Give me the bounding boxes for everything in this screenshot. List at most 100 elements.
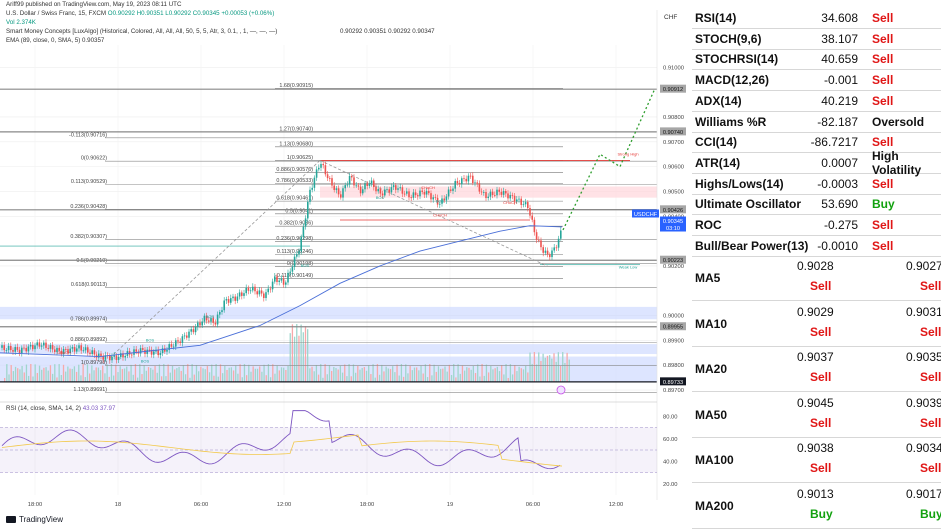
volume-bar (215, 364, 217, 382)
volume-bar (487, 372, 490, 382)
fib-label: 0(0.90198) (287, 261, 313, 267)
fib-label: 0.113(0.90529) (71, 179, 107, 185)
ma-exp-value: 0.9035 (906, 350, 941, 364)
ma-simple-action: Sell (810, 324, 832, 339)
volume-bar (507, 377, 509, 382)
volume-bar (280, 367, 283, 382)
smc-values: 0.90292 0.90351 0.90292 0.90347 (340, 28, 435, 35)
volume-bar (516, 371, 518, 382)
candle-body (417, 195, 419, 197)
volume-bar (396, 364, 398, 382)
candle-body (357, 185, 360, 187)
rsi-line[interactable]: RSI (14, close, SMA, 14, 2) 43.03 37.97 (6, 405, 115, 412)
volume-bar (263, 364, 265, 382)
candle-body (454, 181, 456, 189)
fib-label: -0.113(0.90716) (69, 132, 107, 138)
indicator-value: -0.001 (823, 73, 858, 88)
time-axis-label: 12:00 (277, 502, 292, 508)
indicator-action: Sell (872, 31, 894, 46)
rsi-axis-label: 40.00 (663, 459, 678, 465)
candle-body (172, 346, 175, 348)
candle-body (285, 282, 287, 285)
volume-bar (143, 365, 145, 382)
volume-bar (93, 370, 95, 382)
volume-bar (522, 369, 525, 382)
volume-bar (267, 364, 270, 382)
price-tag (660, 255, 686, 264)
volume-bar (418, 370, 420, 382)
ma-exp-value: 0.9031 (906, 304, 941, 319)
candle-body (111, 356, 113, 361)
candle-body (551, 250, 553, 258)
ma-name: MA20 (695, 362, 728, 376)
candle-body (337, 188, 340, 195)
time-axis-label: 19 (447, 502, 453, 508)
candle-body (293, 256, 296, 267)
volume-bar (374, 377, 376, 382)
ma-name: MA5 (695, 271, 721, 285)
fib-label: 1.13(0.89691) (73, 387, 107, 393)
indicator-name: MACD(12,26) (695, 73, 770, 88)
candle-body (38, 342, 41, 347)
volume-bar (553, 353, 555, 382)
tradingview-icon (6, 516, 16, 523)
volume-bar (339, 365, 342, 382)
volume-bar (463, 370, 466, 382)
volume-bar (237, 373, 239, 382)
candle-body (342, 188, 344, 198)
volume-bar (80, 375, 82, 382)
rsi-label: RSI (14, close, SMA, 14, 2) (6, 405, 81, 412)
candle-body (489, 191, 492, 197)
volume-bar (496, 366, 498, 382)
fib-label: 0.786(0.89974) (70, 317, 107, 323)
volume-bar (160, 376, 163, 382)
volume-bar (184, 374, 187, 382)
price-tag-label: 0.90912 (663, 87, 683, 93)
volume-bar (315, 364, 318, 382)
ma-exp-value: 0.9027 (906, 259, 941, 273)
volume-bar (317, 374, 320, 382)
indicator-row: ADX(14) 40.219 Sell (692, 91, 941, 112)
volume-bar (309, 368, 311, 382)
volume-bar (304, 326, 307, 382)
volume-bar (385, 366, 387, 382)
symbol-name[interactable]: U.S. Dollar / Swiss Franc, 15, FXCM (6, 10, 107, 17)
smc-line[interactable]: Smart Money Concepts [LuxAlgo] (Historic… (6, 28, 278, 35)
volume-bar (285, 369, 287, 382)
candle-body (381, 193, 384, 196)
volume-bar (117, 372, 119, 382)
volume-bar (145, 370, 147, 382)
price-chart[interactable]: 1.68(0.90915) 1.27(0.90740) 1.13(0.90680) 1… (0, 0, 686, 530)
candle-body (364, 183, 366, 190)
moving-average-row: MA50 0.9045 0.9039 Sell Sell (692, 393, 941, 438)
candle-body (553, 247, 555, 251)
fib-label: 0.886(0.89892) (70, 337, 107, 343)
candle-body (419, 190, 421, 197)
fib-label: 0.5(0.90210) (76, 258, 107, 264)
volume-bar (568, 359, 570, 382)
candle-body (5, 350, 8, 351)
volume-bar (433, 364, 435, 382)
volume-bar (169, 372, 171, 382)
volume-bar (139, 364, 141, 382)
candle-body (274, 276, 276, 282)
price-axis-label: 0.89900 (663, 338, 684, 344)
indicator-action: High Volatility (872, 148, 922, 177)
moving-average-row: MA100 0.9038 0.9034 Sell Sell (692, 438, 941, 483)
ma-simple-value: 0.9037 (797, 350, 834, 364)
ema-line[interactable]: EMA (89, close, 0, SMA, 5) 0.90357 (6, 37, 104, 44)
volume-bar (559, 365, 562, 382)
structure-label: Weak Low (619, 264, 638, 269)
candle-body (56, 347, 58, 353)
ma-exp-action: Sell (920, 415, 941, 430)
volume-bar (322, 377, 324, 382)
candle-body (100, 353, 102, 356)
volume-bar (287, 365, 289, 382)
candle-body (87, 347, 89, 353)
volume-bar (298, 335, 300, 382)
candle-body (21, 347, 23, 354)
chart-panel[interactable]: 1.68(0.90915) 1.27(0.90740) 1.13(0.90680) 1… (0, 0, 686, 530)
tradingview-logo[interactable]: TradingView (6, 515, 63, 524)
volume-bar (535, 364, 538, 382)
volume-bar (99, 370, 102, 382)
